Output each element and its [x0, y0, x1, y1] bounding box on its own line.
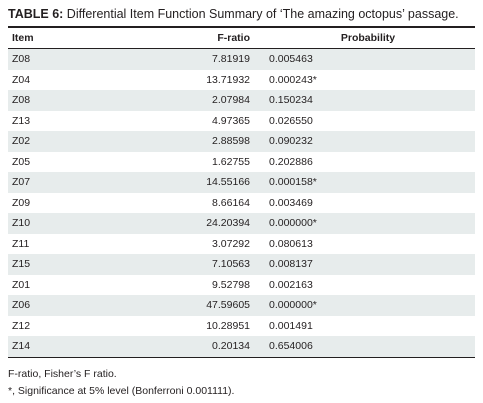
table-row: Z10 24.20394 0.000000*	[8, 213, 475, 234]
header-item: Item	[8, 28, 158, 49]
caption-rule	[8, 26, 475, 28]
cell-f-ratio: 2.88598	[158, 131, 261, 152]
table-row: Z11 3.07292 0.080613	[8, 233, 475, 254]
cell-item: Z13	[8, 110, 158, 131]
cell-item: Z07	[8, 172, 158, 193]
cell-item: Z08	[8, 48, 158, 70]
table-row: Z05 1.62755 0.202886	[8, 151, 475, 172]
cell-item: Z06	[8, 295, 158, 316]
cell-f-ratio: 10.28951	[158, 315, 261, 336]
cell-probability: 0.008137	[261, 254, 475, 275]
cell-probability: 0.000000*	[261, 295, 475, 316]
table-row: Z14 0.20134 0.654006	[8, 336, 475, 358]
cell-f-ratio: 14.55166	[158, 172, 261, 193]
cell-item: Z04	[8, 69, 158, 90]
caption-text: Differential Item Function Summary of ‘T…	[63, 7, 459, 21]
cell-f-ratio: 7.81919	[158, 48, 261, 70]
cell-item: Z10	[8, 213, 158, 234]
cell-probability: 0.005463	[261, 48, 475, 70]
table-row: Z13 4.97365 0.026550	[8, 110, 475, 131]
table-row: Z08 2.07984 0.150234	[8, 90, 475, 111]
cell-item: Z09	[8, 192, 158, 213]
caption-label: TABLE 6:	[8, 7, 64, 21]
cell-probability: 0.026550	[261, 110, 475, 131]
cell-item: Z05	[8, 151, 158, 172]
cell-f-ratio: 3.07292	[158, 233, 261, 254]
cell-f-ratio: 1.62755	[158, 151, 261, 172]
table-row: Z12 10.28951 0.001491	[8, 315, 475, 336]
table-row: Z04 13.71932 0.000243*	[8, 69, 475, 90]
header-f-ratio: F-ratio	[158, 28, 261, 49]
cell-probability: 0.654006	[261, 336, 475, 358]
dif-summary-table: Item F-ratio Probability Z08 7.81919 0.0…	[8, 28, 475, 358]
footnote-significance: *, Significance at 5% level (Bonferroni …	[8, 385, 235, 397]
cell-item: Z14	[8, 336, 158, 358]
table-header-row: Item F-ratio Probability	[8, 28, 475, 49]
cell-probability: 0.001491	[261, 315, 475, 336]
cell-item: Z08	[8, 90, 158, 111]
cell-f-ratio: 2.07984	[158, 90, 261, 111]
cell-probability: 0.003469	[261, 192, 475, 213]
cell-item: Z15	[8, 254, 158, 275]
cell-f-ratio: 4.97365	[158, 110, 261, 131]
cell-f-ratio: 7.10563	[158, 254, 261, 275]
cell-item: Z11	[8, 233, 158, 254]
cell-item: Z01	[8, 274, 158, 295]
table-row: Z07 14.55166 0.000158*	[8, 172, 475, 193]
cell-f-ratio: 9.52798	[158, 274, 261, 295]
cell-f-ratio: 24.20394	[158, 213, 261, 234]
cell-f-ratio: 0.20134	[158, 336, 261, 358]
header-probability: Probability	[261, 28, 475, 49]
cell-probability: 0.000158*	[261, 172, 475, 193]
table-row: Z09 8.66164 0.003469	[8, 192, 475, 213]
table-row: Z08 7.81919 0.005463	[8, 48, 475, 70]
cell-item: Z12	[8, 315, 158, 336]
cell-probability: 0.202886	[261, 151, 475, 172]
table-caption: TABLE 6: Differential Item Function Summ…	[8, 6, 459, 22]
table-row: Z02 2.88598 0.090232	[8, 131, 475, 152]
cell-probability: 0.000243*	[261, 69, 475, 90]
table-row: Z06 47.59605 0.000000*	[8, 295, 475, 316]
cell-probability: 0.090232	[261, 131, 475, 152]
table-row: Z15 7.10563 0.008137	[8, 254, 475, 275]
cell-item: Z02	[8, 131, 158, 152]
cell-probability: 0.000000*	[261, 213, 475, 234]
cell-probability: 0.150234	[261, 90, 475, 111]
table-row: Z01 9.52798 0.002163	[8, 274, 475, 295]
footnote-f-ratio: F-ratio, Fisher’s F ratio.	[8, 368, 117, 380]
cell-f-ratio: 13.71932	[158, 69, 261, 90]
cell-probability: 0.080613	[261, 233, 475, 254]
cell-f-ratio: 47.59605	[158, 295, 261, 316]
cell-probability: 0.002163	[261, 274, 475, 295]
cell-f-ratio: 8.66164	[158, 192, 261, 213]
